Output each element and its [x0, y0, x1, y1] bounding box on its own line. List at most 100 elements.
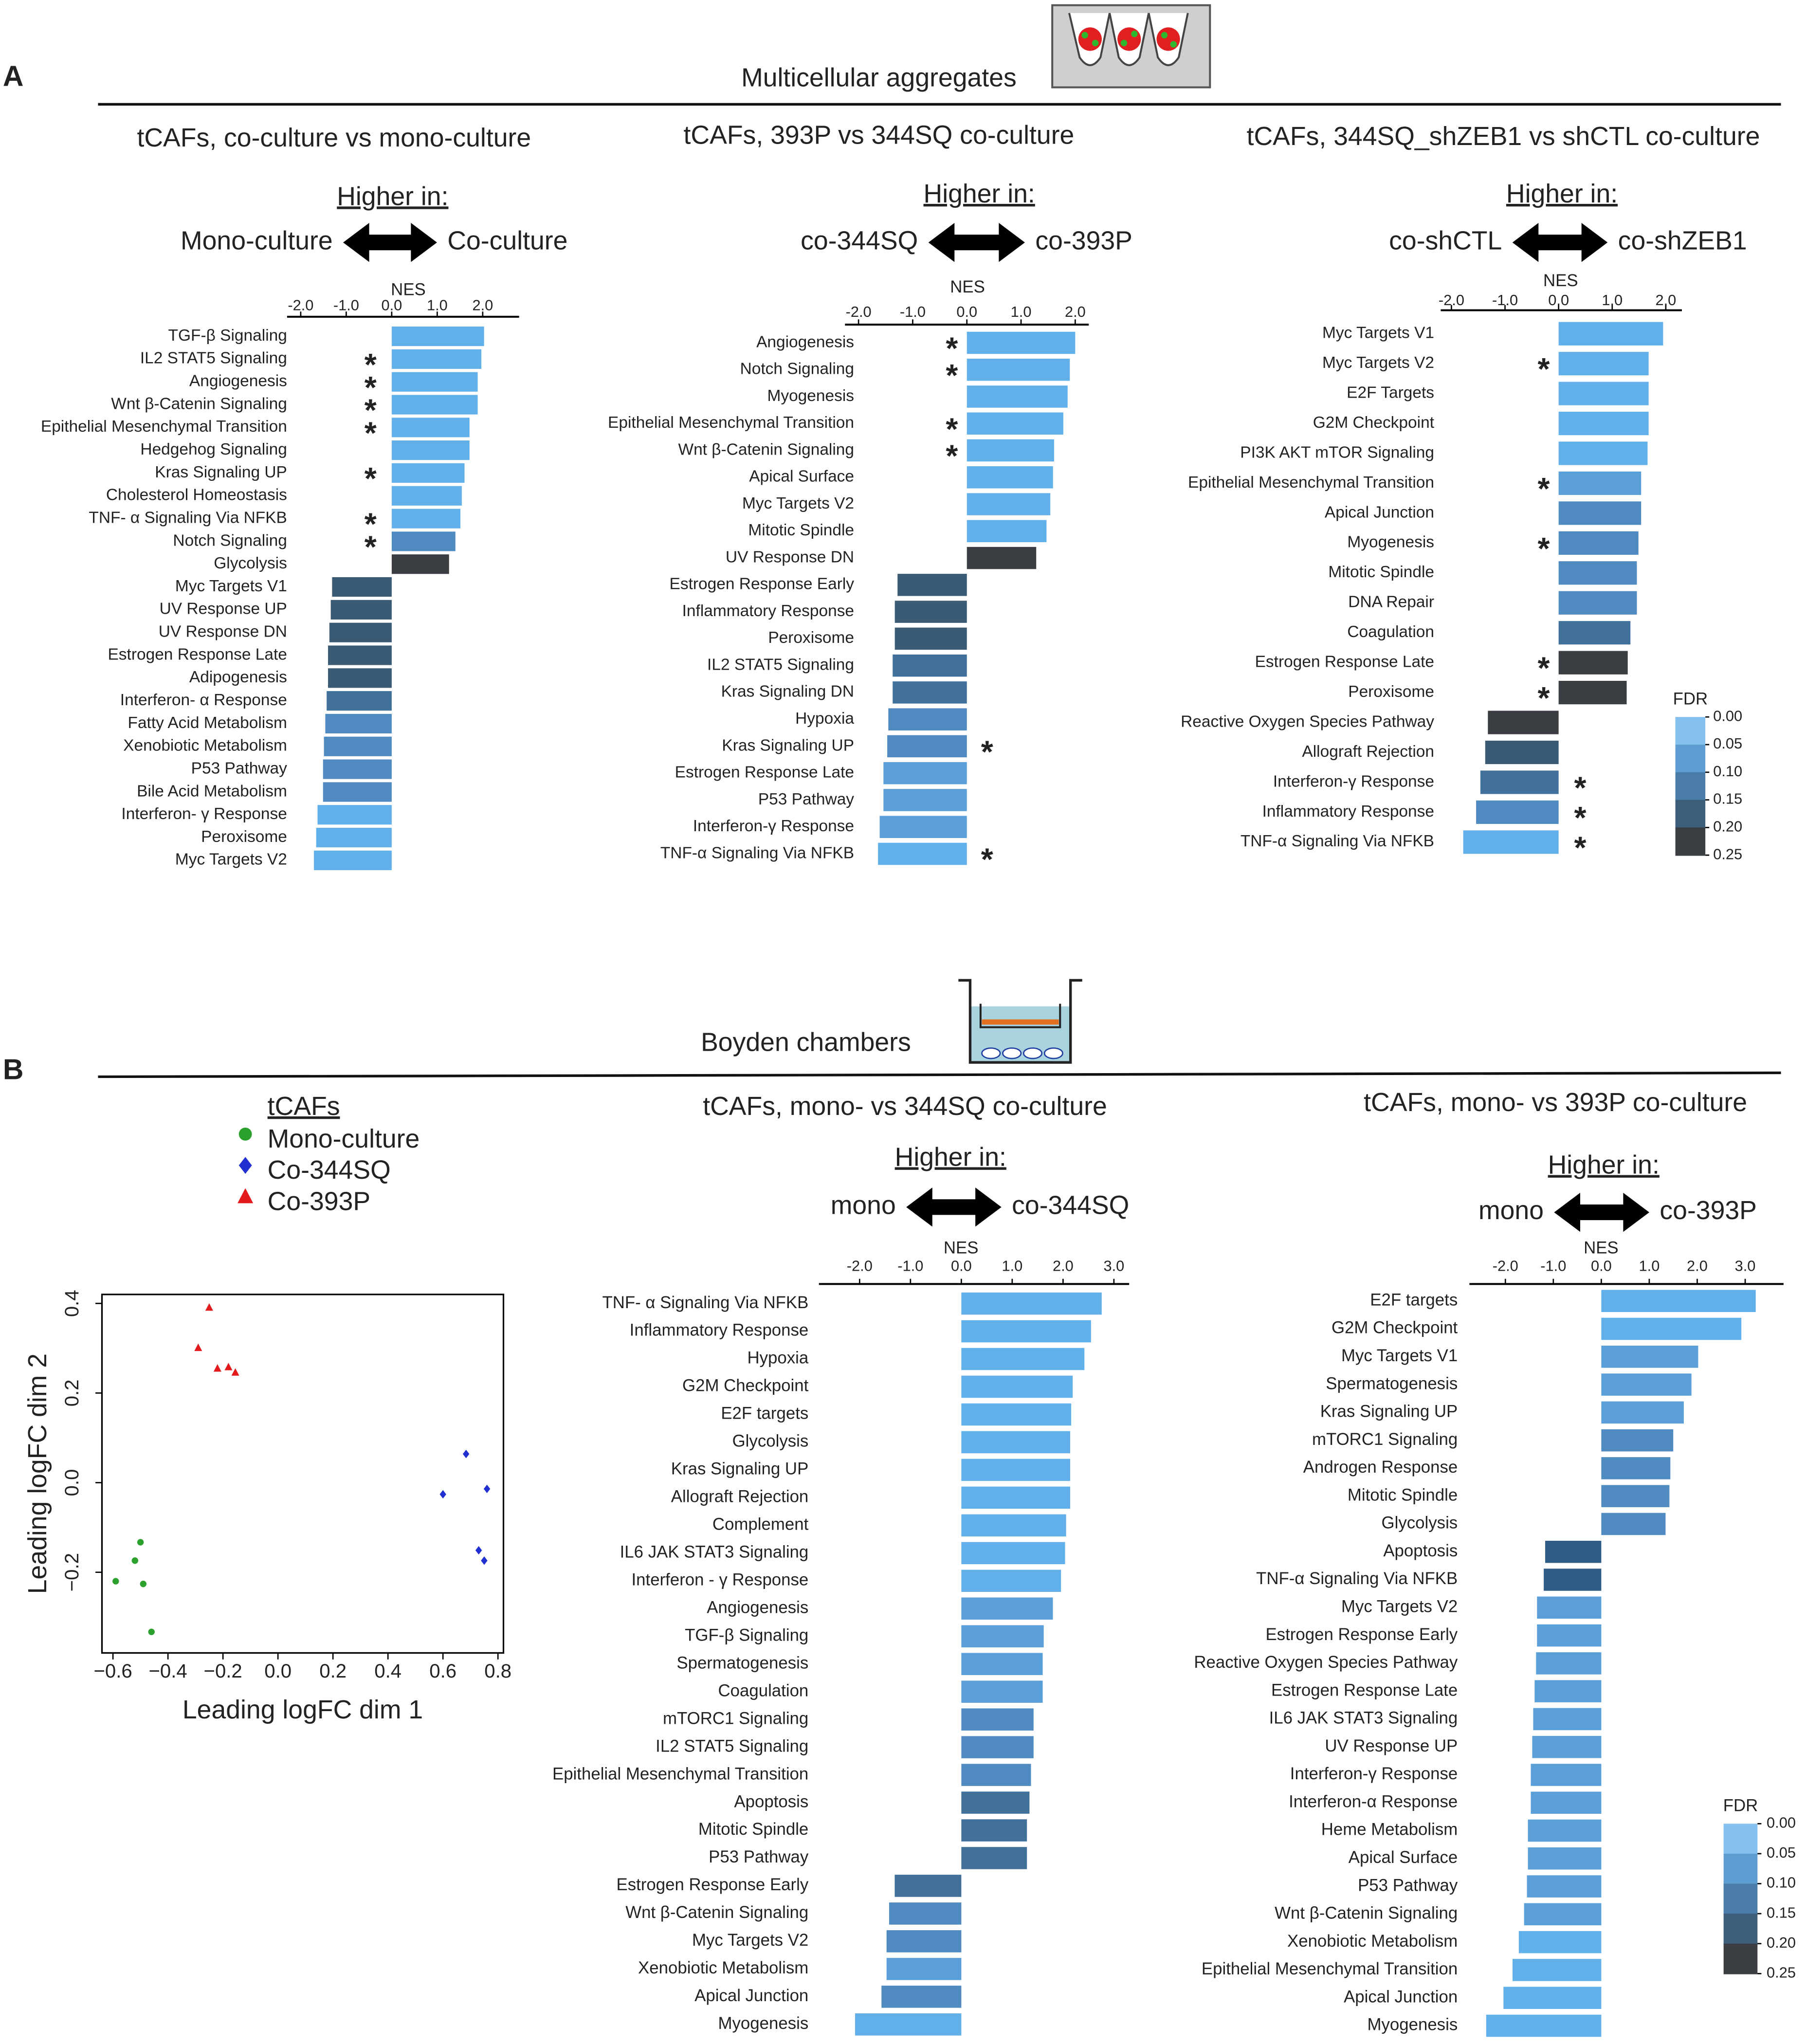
bar [391, 372, 478, 392]
category-label: G2M Checkpoint [1332, 1318, 1458, 1337]
colorbar-title: FDR [1723, 1796, 1758, 1815]
bar [1558, 561, 1637, 585]
significance-star: * [946, 438, 958, 474]
category-label: Epithelial Mesenchymal Transition [1202, 1959, 1458, 1978]
category-label: Estrogen Response Early [1265, 1625, 1458, 1644]
bar [391, 509, 461, 529]
bar [893, 681, 967, 704]
bar [961, 1320, 1091, 1343]
x-tick-label: 0.0 [264, 1660, 292, 1682]
bar [328, 668, 392, 688]
point [131, 1557, 139, 1564]
legend-label: Mono-culture [268, 1125, 420, 1153]
colorbar-segment [1723, 1914, 1758, 1945]
aggregates-icon [1051, 4, 1211, 89]
bar [391, 395, 478, 415]
bar [1527, 1875, 1602, 1898]
category-label: Glycolysis [1382, 1514, 1458, 1533]
right-group-label: Co-culture [447, 226, 567, 255]
significance-star: * [946, 331, 958, 366]
bar [894, 601, 967, 623]
x-tick-label: 0.6 [429, 1660, 456, 1682]
bar [886, 1958, 962, 1980]
bar [1558, 352, 1649, 376]
double-arrow [343, 223, 437, 262]
bar [328, 645, 392, 665]
category-label: UV Response DN [159, 623, 287, 641]
x-tick-label: −0.4 [148, 1660, 187, 1682]
colorbar-tick-label: 0.25 [1713, 845, 1742, 862]
panel-label: A [3, 60, 24, 92]
category-label: Spermatogenesis [676, 1653, 808, 1672]
category-label: Peroxisome [1348, 683, 1434, 701]
point [475, 1546, 482, 1555]
significance-star: * [1538, 351, 1550, 386]
right-group-label: co-393P [1660, 1196, 1757, 1225]
bar [1524, 1903, 1602, 1926]
category-label: Myc Targets V1 [1322, 324, 1434, 342]
bar [1558, 411, 1649, 436]
x-tick-label: -1.0 [1492, 292, 1518, 309]
y-tick-label: 0.2 [61, 1379, 83, 1406]
legend-marker [238, 1157, 252, 1174]
category-label: Inflammatory Response [682, 602, 854, 620]
bar [961, 1292, 1102, 1315]
point [213, 1364, 221, 1372]
bar [1558, 651, 1628, 675]
bar [1601, 1513, 1666, 1535]
double-arrow [1512, 223, 1608, 262]
x-tick-label: 0.0 [1591, 1258, 1612, 1275]
x-tick-label: 0.0 [951, 1258, 972, 1275]
category-label: Estrogen Response Late [1255, 653, 1434, 671]
bar [878, 842, 967, 865]
plot-frame [101, 1294, 505, 1654]
category-label: IL2 STAT5 Signaling [707, 656, 854, 674]
category-label: Myc Targets V1 [175, 577, 287, 595]
bar [1558, 471, 1642, 495]
x-tick-label: 2.0 [1053, 1258, 1074, 1275]
category-label: Reactive Oxygen Species Pathway [1194, 1653, 1458, 1672]
category-label: Kras Signaling UP [671, 1460, 809, 1478]
colorbar-tick-label: 0.05 [1767, 1844, 1796, 1861]
category-label: Apical Surface [749, 468, 854, 486]
category-label: Fatty Acid Metabolism [128, 714, 287, 732]
bar [1536, 1652, 1602, 1675]
category-label: Xenobiotic Metabolism [1287, 1932, 1458, 1951]
bar [391, 486, 462, 506]
bar [961, 1625, 1044, 1647]
bar [961, 1736, 1034, 1758]
category-label: TNF- α Signaling Via NFKB [602, 1293, 808, 1312]
category-label: Angiogenesis [756, 333, 854, 351]
bar [391, 349, 482, 369]
y-tick-label: −0.2 [61, 1553, 83, 1591]
bar [961, 1542, 1065, 1565]
bar [961, 1403, 1072, 1426]
colorbar-tick-label: 0.20 [1713, 818, 1742, 835]
colorbar-segment [1675, 745, 1706, 773]
higher-in-label: Higher in: [337, 182, 448, 211]
category-label: Epithelial Mesenchymal Transition [608, 414, 854, 432]
category-label: IL6 JAK STAT3 Signaling [1269, 1709, 1458, 1728]
chart-title: tCAFs, mono- vs 393P co-culture [1364, 1088, 1747, 1117]
category-label: Hypoxia [795, 710, 854, 728]
bar [391, 463, 465, 483]
category-label: IL2 STAT5 Signaling [140, 349, 287, 367]
category-label: Myc Targets V2 [1341, 1597, 1458, 1616]
x-tick-label: 3.0 [1735, 1258, 1756, 1275]
bar [967, 520, 1047, 543]
bar [1463, 830, 1559, 854]
category-label: P53 Pathway [758, 790, 854, 808]
left-group-label: mono [831, 1191, 896, 1220]
axis-label: NES [391, 280, 426, 299]
category-label: Myc Targets V2 [175, 851, 287, 869]
chart-title: tCAFs, 393P vs 344SQ co-culture [684, 121, 1075, 149]
significance-star: * [365, 507, 377, 542]
category-label: Heme Metabolism [1321, 1820, 1458, 1839]
category-label: Angiogenesis [189, 372, 287, 390]
bar [967, 331, 1076, 354]
category-label: DNA Repair [1348, 593, 1434, 611]
section-title: Multicellular aggregates [741, 64, 1017, 92]
colorbar-title: FDR [1673, 690, 1708, 709]
legend-title: tCAFs [268, 1092, 340, 1121]
category-label: Myogenesis [1347, 533, 1434, 551]
